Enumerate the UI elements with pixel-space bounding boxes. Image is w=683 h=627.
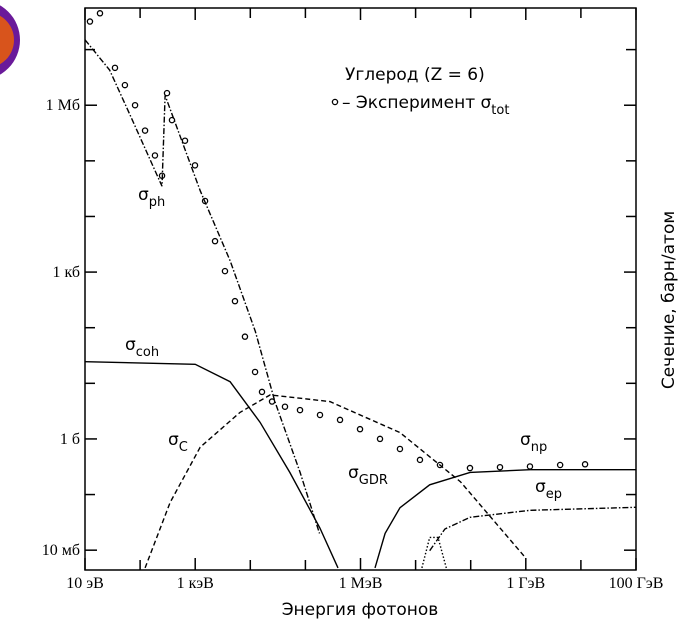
data-point — [131, 101, 139, 109]
data-point — [336, 416, 344, 424]
data-point — [111, 64, 119, 72]
x-axis-title: Энергия фотонов — [282, 600, 439, 620]
data-point — [168, 116, 176, 124]
series-label: – Эксперимент σtot — [342, 93, 509, 118]
series-name: – Эксперимент σ — [342, 93, 492, 113]
data-point — [163, 89, 171, 97]
series-name: σ — [520, 430, 531, 450]
y-tick-label: 1 кб — [52, 264, 80, 281]
series-line — [85, 361, 339, 569]
series-line — [85, 39, 321, 534]
data-point — [191, 162, 199, 169]
x-tick-label: 1 ГэВ — [506, 575, 545, 592]
y-axis-title: Сечение, барн/атом — [659, 211, 679, 389]
series-line — [144, 394, 527, 569]
data-point — [296, 406, 304, 414]
data-point — [121, 81, 129, 89]
data-point — [211, 237, 219, 245]
series-subscript: tot — [491, 103, 509, 118]
data-point — [251, 368, 259, 376]
data-point — [181, 137, 189, 144]
series-name: σ — [138, 185, 149, 205]
series-name: σ — [348, 463, 359, 483]
series-label: σcoh — [125, 335, 159, 360]
annotation: Углерод (Z = 6) — [345, 65, 485, 85]
legend-marker — [331, 98, 339, 106]
data-point — [86, 18, 94, 25]
data-point — [356, 425, 364, 433]
x-tick-label: 10 эВ — [66, 575, 104, 592]
x-tick-label: 1 кэВ — [177, 575, 214, 592]
data-point — [466, 464, 474, 472]
data-point — [281, 403, 289, 410]
series-label: σph — [138, 185, 165, 210]
series-subscript: C — [179, 440, 188, 455]
series-name: σ — [168, 430, 179, 450]
series-label: σnp — [520, 430, 547, 455]
x-tick-label: 100 ГэВ — [609, 575, 664, 592]
logo-fragment — [0, 15, 14, 65]
series-subscript: ph — [149, 195, 166, 210]
data-point — [221, 267, 229, 275]
series-line — [421, 536, 447, 569]
series-name: σ — [535, 477, 546, 497]
series-label: σC — [168, 430, 188, 455]
data-point — [526, 463, 534, 470]
series-subscript: ep — [546, 487, 562, 502]
series-subscript: GDR — [359, 473, 388, 488]
plot-area — [85, 10, 636, 569]
data-point — [241, 333, 249, 340]
y-tick-label: 10 мб — [42, 542, 80, 559]
data-point — [96, 10, 104, 17]
y-tick-label: 1 б — [60, 431, 80, 448]
data-point — [496, 463, 504, 471]
data-point — [376, 435, 384, 443]
data-point — [581, 461, 589, 468]
data-point — [268, 398, 276, 405]
x-tick-label: 1 МэВ — [339, 575, 383, 592]
series-label: σep — [535, 477, 562, 502]
data-point — [231, 297, 239, 305]
data-point — [396, 445, 404, 453]
series-line — [374, 469, 636, 569]
series-subscript: np — [531, 440, 548, 455]
series-line — [429, 506, 636, 552]
series-name: σ — [125, 335, 136, 355]
data-point — [141, 127, 149, 134]
series-subscript: coh — [136, 345, 159, 360]
data-point — [151, 152, 159, 159]
series-label: σGDR — [348, 463, 388, 488]
data-point — [316, 411, 324, 419]
data-point — [258, 388, 266, 396]
data-point — [416, 456, 424, 464]
y-tick-label: 1 Мб — [46, 97, 80, 114]
data-point — [556, 461, 564, 469]
